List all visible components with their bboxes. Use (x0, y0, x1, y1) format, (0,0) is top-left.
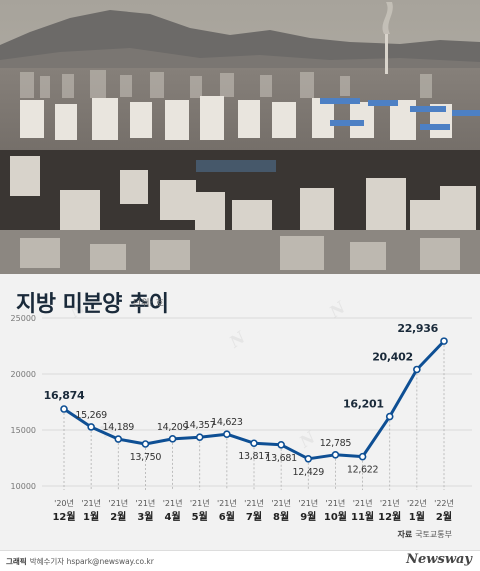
x-tick-month: 2월 (110, 511, 126, 523)
data-point (385, 412, 394, 421)
data-point (331, 451, 340, 459)
y-tick-label: 20000 (11, 370, 36, 379)
source-label: 자료 (397, 530, 413, 539)
x-tick-month: 6월 (219, 511, 235, 523)
x-tick-year: '21년 (136, 498, 156, 508)
data-label: 13,750 (130, 452, 162, 463)
y-tick-label: 25000 (11, 314, 36, 323)
data-point (141, 440, 150, 448)
data-label: 13,817 (238, 451, 270, 462)
x-tick-year: '21년 (190, 498, 210, 508)
city-photo (0, 0, 480, 274)
x-tick-year: '21년 (81, 498, 101, 508)
x-tick-year: '22년 (434, 498, 454, 508)
credit-label: 그래픽 (6, 557, 27, 566)
footer-bar: 그래픽 박혜수기자 hspark@newsway.co.kr Newsway (0, 550, 480, 571)
x-tick-month: 12월 (52, 511, 75, 523)
x-tick-month: 7월 (246, 511, 262, 523)
data-label: 22,936 (397, 322, 438, 335)
data-point (114, 435, 123, 443)
chart-title: 지방 미분양 추이 (16, 292, 169, 317)
x-tick-month: 11월 (351, 511, 374, 523)
x-tick-year: '21년 (163, 498, 183, 508)
data-label: 13,681 (265, 453, 297, 464)
x-tick-month: 3월 (137, 511, 153, 523)
x-tick-year: '21년 (244, 498, 264, 508)
data-point (195, 433, 204, 442)
data-point (60, 405, 68, 413)
data-label: 12,429 (293, 467, 325, 478)
x-tick-year: '21년 (271, 498, 291, 508)
newsway-logo: Newsway (406, 552, 472, 567)
data-label: 14,623 (211, 417, 243, 428)
x-tick-month: 10월 (324, 511, 347, 523)
x-tick-year: '21년 (326, 498, 346, 508)
x-tick-year: '21년 (108, 498, 128, 508)
data-label: 16,874 (44, 389, 85, 402)
x-tick-month: 2월 (436, 511, 452, 523)
data-point (277, 440, 285, 449)
x-tick-month: 8월 (273, 511, 289, 523)
x-tick-month: 9월 (300, 511, 316, 523)
x-tick-year: '21년 (217, 498, 237, 508)
data-point (87, 423, 95, 431)
data-label: 14,189 (103, 422, 135, 433)
credit-text: 박혜수기자 hspark@newsway.co.kr (29, 557, 154, 566)
data-label: 14,357 (184, 420, 216, 431)
x-tick-month: 1월 (83, 511, 99, 523)
data-point (223, 430, 231, 439)
data-point (168, 435, 177, 443)
data-label: 16,201 (343, 398, 384, 411)
data-label: 14,209 (157, 422, 189, 433)
graphic-credit: 그래픽 박혜수기자 hspark@newsway.co.kr (6, 556, 154, 567)
data-point (358, 452, 367, 461)
y-tick-label: 10000 (11, 482, 36, 491)
source-text: 국토교통부 (415, 530, 452, 539)
x-tick-month: 1월 (409, 511, 425, 523)
y-tick-label: 15000 (11, 426, 36, 435)
data-point (413, 365, 421, 374)
x-tick-month: 5월 (192, 511, 208, 523)
x-tick-month: 12월 (378, 511, 401, 523)
data-label: 20,402 (372, 350, 413, 363)
x-tick-year: '21년 (353, 498, 373, 508)
chart-panel (0, 274, 480, 570)
data-label: 12,785 (320, 438, 352, 449)
x-tick-year: '22년 (407, 498, 427, 508)
x-tick-year: '20년 (54, 498, 74, 508)
chart-unit: 단위: 호 (133, 299, 164, 309)
data-point (440, 337, 448, 345)
x-tick-year: '21년 (380, 498, 400, 508)
x-tick-month: 4월 (164, 511, 180, 523)
data-source: 자료 국토교통부 (397, 529, 452, 540)
data-point (250, 439, 258, 448)
data-point (304, 454, 313, 463)
data-label: 12,622 (347, 465, 379, 476)
data-label: 15,269 (75, 410, 107, 421)
x-tick-year: '21년 (298, 498, 318, 508)
